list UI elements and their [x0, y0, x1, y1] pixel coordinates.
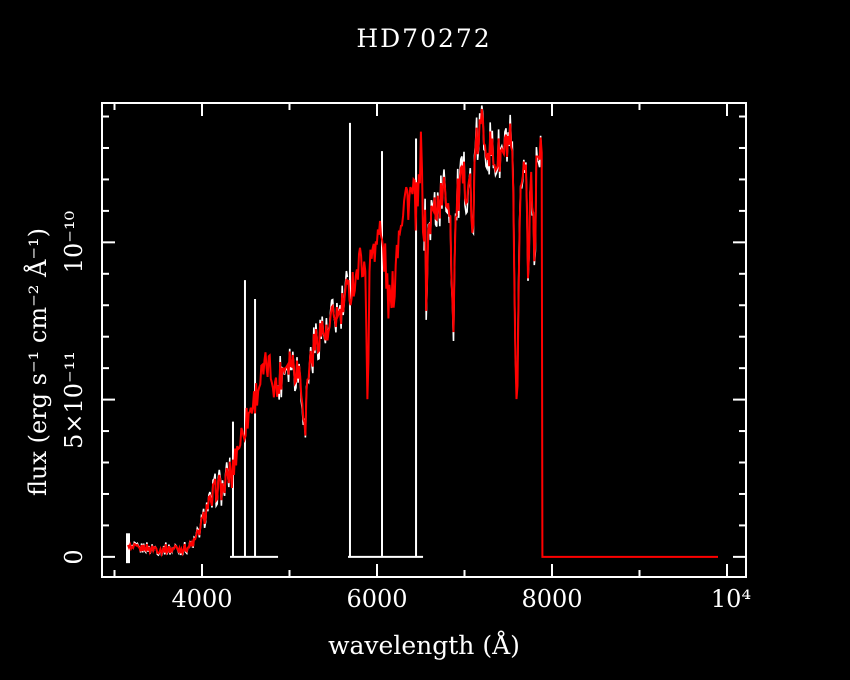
y-tick-label: 5×10⁻¹¹	[60, 350, 88, 449]
y-tick-label: 0	[60, 549, 88, 565]
frame-rect	[101, 102, 747, 578]
spectrum-white-layer	[127, 105, 543, 557]
spectrum-red-layer	[127, 108, 718, 558]
x-tick-label: 8000	[521, 585, 583, 613]
y-axis-label: flux (erg s⁻¹ cm⁻² Å⁻¹)	[24, 228, 52, 496]
x-tick-label: 10⁴	[710, 585, 752, 613]
plot-title: HD70272	[356, 24, 492, 53]
y-tick-label: 10⁻¹⁰	[60, 211, 88, 274]
x-tick-label: 4000	[171, 585, 233, 613]
x-axis-label: wavelength (Å)	[328, 631, 520, 660]
plot-frame	[101, 102, 747, 578]
axis-ticks	[102, 103, 746, 577]
red-spectrum-path	[127, 108, 718, 558]
white-spectrum-path	[127, 105, 543, 557]
white-gap-lines	[125, 122, 424, 564]
x-tick-label: 6000	[346, 585, 408, 613]
